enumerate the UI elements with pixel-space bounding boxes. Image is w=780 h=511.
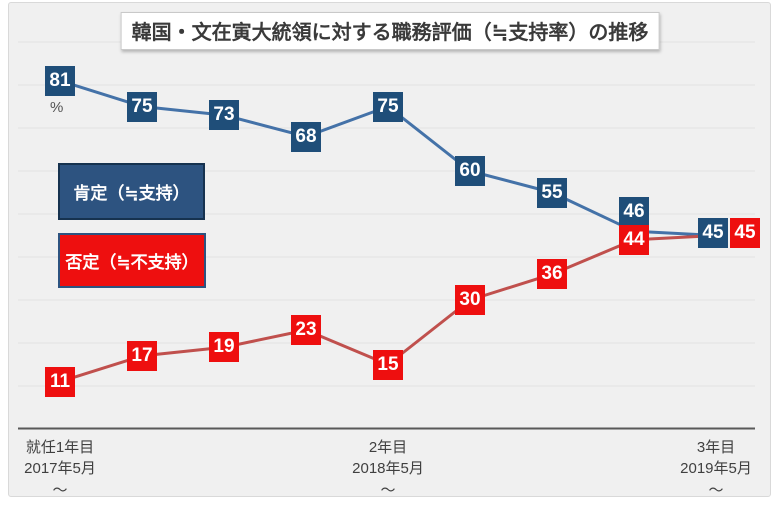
x-tick-label: 就任1年目 2017年5月 ～ (0, 437, 140, 501)
y-axis-unit-label: % (50, 99, 64, 116)
chart-title: 韓国・文在寅大統領に対する職務評価（≒支持率）の推移 (120, 12, 660, 50)
chart-title-text: 韓国・文在寅大統領に対する職務評価（≒支持率）の推移 (131, 22, 649, 44)
approval-value-label-1: 75 (127, 91, 157, 122)
disapproval-value-label-0: 11 (45, 366, 75, 397)
x-tick-line: ～ (708, 482, 724, 499)
legend-approve-label: 肯定（≒支持） (73, 184, 190, 203)
approval-value-label-0: 81 (45, 65, 75, 96)
x-tick-line: 2018年5月 (352, 460, 424, 477)
x-tick-line: 2017年5月 (24, 460, 96, 477)
x-tick-line: 2年目 (368, 439, 408, 456)
x-tick-line: ～ (52, 482, 68, 499)
disapproval-value-label-8: 45 (730, 217, 760, 248)
approval-value-label-5: 60 (455, 156, 485, 186)
disapproval-value-label-7: 44 (619, 224, 649, 255)
disapproval-value-label-1: 17 (127, 340, 157, 371)
approval-value-label-6: 55 (537, 177, 567, 208)
x-tick-line: 就任1年目 (25, 439, 95, 456)
approval-value-label-8: 45 (698, 217, 728, 248)
x-tick-label: 3年目 2019年5月 ～ (636, 437, 780, 501)
x-tick-label: 2年目 2018年5月 ～ (308, 437, 468, 501)
x-tick-line: ～ (380, 482, 396, 499)
approval-value-label-3: 68 (291, 121, 321, 152)
disapproval-value-label-5: 30 (455, 285, 485, 315)
disapproval-value-label-6: 36 (537, 259, 567, 290)
legend-disapprove: 否定（≒不支持） (58, 233, 206, 288)
disapproval-value-label-3: 23 (291, 315, 321, 346)
legend-approve: 肯定（≒支持） (58, 163, 205, 220)
approval-value-label-2: 73 (209, 100, 239, 131)
disapproval-value-label-2: 19 (209, 332, 239, 363)
x-tick-line: 3年目 (696, 439, 736, 456)
approval-value-label-4: 75 (373, 91, 403, 122)
legend-disapprove-label: 否定（≒不支持） (65, 253, 199, 272)
disapproval-value-label-4: 15 (373, 349, 403, 380)
approval-value-label-7: 46 (619, 197, 649, 228)
x-tick-line: 2019年5月 (680, 460, 752, 477)
